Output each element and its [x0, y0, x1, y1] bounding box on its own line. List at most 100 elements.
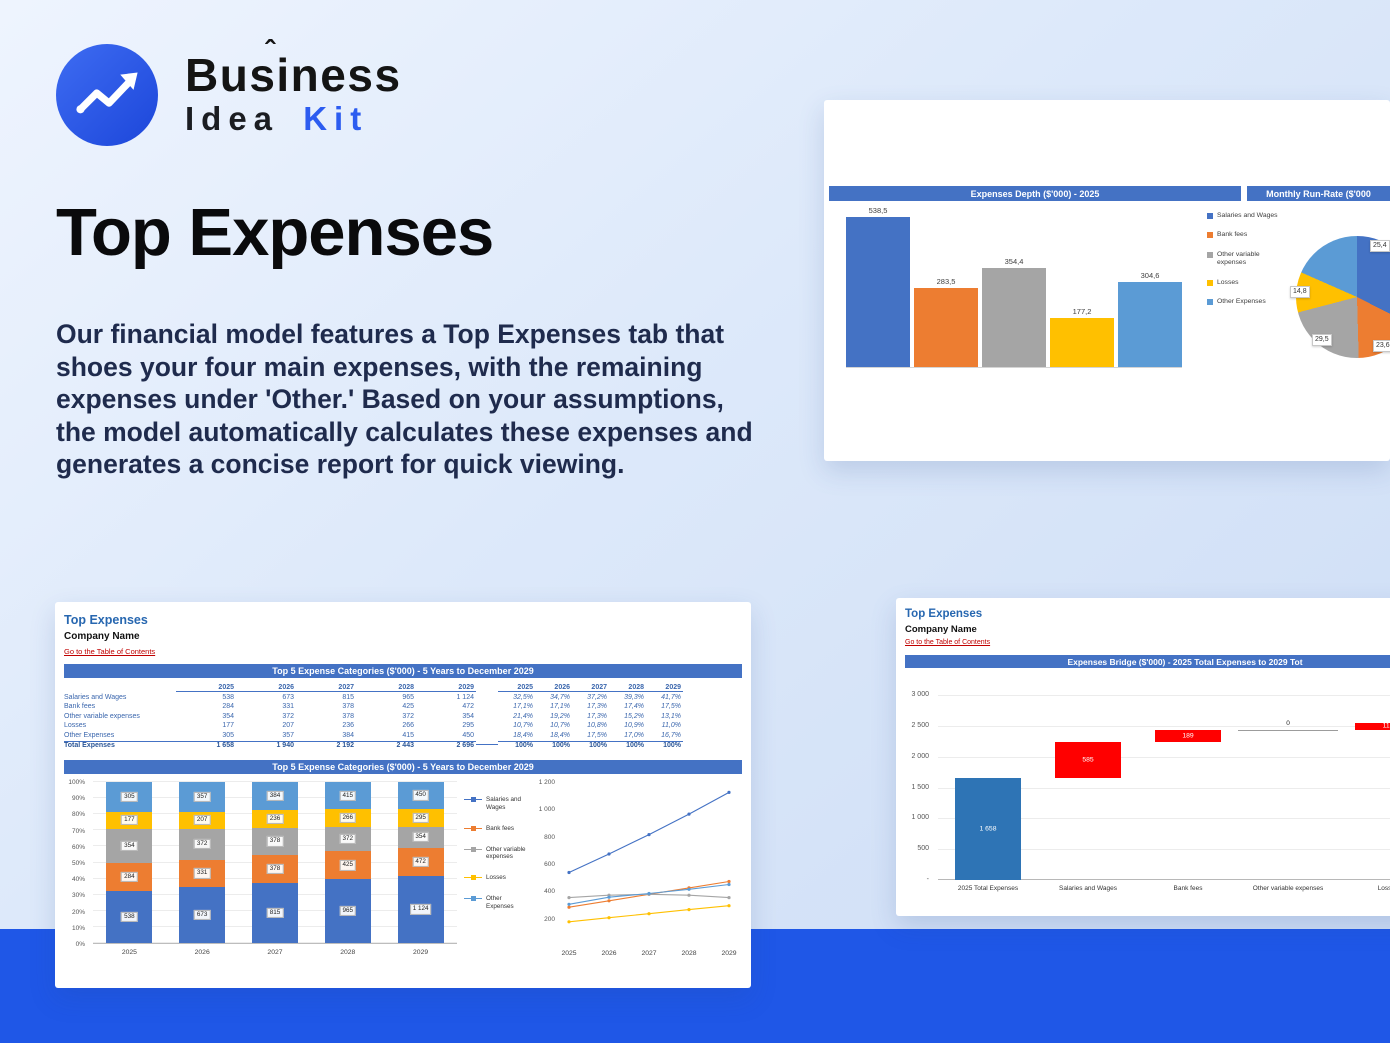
runrate-chart-header: Monthly Run-Rate ($'000 [1247, 186, 1390, 201]
segment-label: 378 [266, 836, 284, 847]
bar-segment: 425 [324, 851, 371, 880]
logo-word-kit: Kit [303, 100, 369, 138]
bridge-plot: 1 658 585 189 0 118 [938, 680, 1390, 880]
stacked-x-axis: 2025 2026 2027 2028 2029 [93, 949, 457, 956]
stacked-bar: 673 331 372 207 357 [179, 782, 226, 943]
line-marker [567, 870, 571, 875]
cell-value: 354 [462, 712, 474, 720]
bridge-delta-bar: 189 [1155, 730, 1221, 742]
cell-pct: 17,1% [550, 703, 570, 711]
axis-tick-label: 2026 [194, 949, 210, 956]
cell-pct: 34,7% [550, 693, 570, 701]
company-name: Company Name [905, 624, 977, 635]
bar [982, 268, 1046, 367]
bar-value-label: 177,2 [1072, 307, 1092, 316]
cell-value: 177 [222, 722, 234, 730]
cell-pct: 18,4% [550, 731, 570, 739]
bar-segment: 305 [106, 782, 153, 812]
logo[interactable]: Business ˆ Idea Kit [56, 36, 402, 146]
bar-value-label: 118 [1382, 722, 1390, 730]
year-header: 2025 [498, 684, 535, 692]
line-marker [567, 920, 571, 924]
bar-segment: 415 [324, 782, 371, 810]
cell-value: 378 [342, 712, 354, 720]
toc-link[interactable]: Go to the Table of Contents [905, 639, 991, 646]
gridline [938, 787, 1390, 789]
segment-label: 177 [121, 815, 138, 826]
legend-swatch [1207, 299, 1213, 306]
year-header: 2027 [296, 684, 356, 692]
axis-tick-label: 2 500 [911, 721, 929, 729]
cell-value: 415 [402, 731, 414, 739]
axis-tick-label: 60% [71, 843, 85, 851]
bar-segment: 378 [251, 855, 298, 884]
axis-tick-label: 100% [68, 779, 85, 786]
segment-label: 472 [412, 856, 429, 867]
legend-item: Bank fees [464, 825, 528, 833]
cell-value: 284 [222, 703, 234, 711]
legend-swatch [1207, 213, 1213, 219]
axis-tick-label: 80% [71, 811, 85, 819]
depth-bar-group: 304,6 [1118, 271, 1182, 367]
bar-segment: 450 [397, 782, 444, 809]
depth-legend: Salaries and Wages Bank fees Other variabl… [1207, 212, 1289, 307]
line-marker [647, 833, 651, 837]
row-label: Other variable expenses [64, 712, 140, 720]
cell-value: 538 [222, 693, 234, 701]
axis-tick-label: 30% [71, 892, 85, 900]
table-header-row: 2025 2026 2027 2028 2029 2025 2026 2027 2028 2029 [64, 683, 683, 693]
axis-tick-label: 40% [71, 876, 85, 884]
axis-tick-label: 200 [544, 915, 555, 923]
line-marker [607, 899, 611, 903]
stacked-bar: 965 425 372 266 415 [324, 782, 371, 943]
logo-word-business: Business ˆ [185, 36, 402, 99]
cell-pct: 17,3% [587, 703, 607, 711]
axis-tick-label: 2025 [121, 949, 137, 956]
legend-label: Salaries and Wages [1217, 212, 1278, 219]
year-header: 2026 [535, 684, 572, 692]
bar-segment: 965 [324, 879, 371, 943]
cell-pct: 11,0% [661, 722, 681, 730]
bar-value-label: 304,6 [1140, 271, 1160, 280]
bar-segment: 378 [251, 827, 298, 856]
bar-segment: 331 [179, 859, 226, 888]
legend-item: Losses [1207, 279, 1289, 287]
axis-tick-label: 400 [544, 888, 555, 896]
axis-tick-label: 500 [917, 845, 929, 853]
toc-link[interactable]: Go to the Table of Contents [64, 647, 156, 656]
axis-tick-label: 1 500 [911, 783, 929, 791]
cell-pct: 10,7% [513, 722, 533, 730]
depth-bar-group: 177,2 [1050, 307, 1114, 367]
year-header: 2027 [572, 684, 609, 692]
cell-pct: 37,2% [587, 693, 607, 701]
pie-data-label: 23,6 [1373, 340, 1390, 352]
cell-pct: 17,1% [513, 703, 533, 711]
cell-value: 378 [342, 703, 354, 711]
legend-line-marker [464, 846, 482, 853]
cell-value: 2 192 [296, 740, 356, 749]
axis-tick-label: Other variable expenses [1252, 885, 1324, 892]
top5-table: 2025 2026 2027 2028 2029 2025 2026 2027 2028 2029… [64, 683, 683, 750]
segment-label: 1 124 [409, 904, 432, 915]
stacked-bar: 815 378 378 236 384 [251, 782, 298, 943]
logo-caret: ˆ [265, 34, 277, 68]
segment-label: 450 [412, 790, 429, 801]
depth-bar-group: 538,5 [846, 206, 910, 367]
segment-label: 965 [339, 906, 357, 917]
legend-item: Other Expenses [1207, 298, 1289, 306]
axis-tick-label: 2027 [641, 950, 657, 957]
axis-tick-label: 20% [71, 908, 85, 916]
axis-tick-label: 2025 [561, 950, 577, 957]
cell-pct: 13,1% [661, 712, 681, 720]
axis-tick-label: 2028 [681, 950, 697, 957]
table-row: Salaries and Wages 538 673 815 965 1 124 32,5%… [64, 693, 683, 703]
cell-pct: 17,3% [587, 712, 607, 720]
zero-connector [1238, 730, 1338, 732]
axis-tick-label: Losses [1377, 885, 1390, 892]
depth-screenshot-card: Expenses Depth ($'000) - 2025 Monthly Ru… [824, 100, 1390, 461]
cell-value: 354 [222, 712, 234, 720]
legend-label: Losses [486, 874, 506, 882]
line-marker [727, 904, 731, 908]
cell-pct: 100% [572, 740, 609, 749]
gridline [938, 756, 1390, 758]
